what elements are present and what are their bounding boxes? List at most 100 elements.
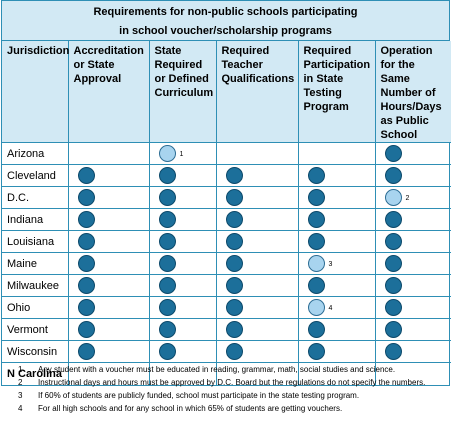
requirement-cell xyxy=(148,164,217,187)
full-requirement-icon xyxy=(77,321,95,338)
grid: Jurisdiction Accreditation or State Appr… xyxy=(2,41,451,385)
requirement-cell xyxy=(374,142,451,165)
footnote-text: For all high schools and for any school … xyxy=(38,404,343,413)
table-row: Ohio 4 xyxy=(2,296,451,319)
full-requirement-icon xyxy=(158,167,176,184)
full-requirement-icon xyxy=(225,255,243,272)
full-requirement-icon xyxy=(77,211,95,228)
requirement-cell xyxy=(374,274,451,297)
full-requirement-icon xyxy=(384,255,402,272)
full-requirement-icon xyxy=(77,167,95,184)
partial-requirement-icon xyxy=(384,189,402,206)
requirement-cell xyxy=(297,318,376,341)
full-requirement-icon xyxy=(384,211,402,228)
footnote-number: 1 xyxy=(18,365,23,374)
table-row: Arizona 1 xyxy=(2,142,451,165)
requirement-cell xyxy=(297,142,376,165)
full-requirement-icon xyxy=(158,233,176,250)
footnote-ref: 3 xyxy=(328,261,333,268)
jurisdiction-name: Milwaukee xyxy=(2,274,69,297)
jurisdiction-name: Wisconsin xyxy=(2,340,69,363)
full-requirement-icon xyxy=(384,277,402,294)
jurisdiction-name: Maine xyxy=(2,252,69,275)
table-row: Louisiana xyxy=(2,230,451,253)
requirement-cell xyxy=(67,208,150,231)
requirement-cell xyxy=(215,208,299,231)
requirement-cell xyxy=(374,164,451,187)
requirement-cell xyxy=(215,142,299,165)
jurisdiction-name: N Carolina xyxy=(2,362,69,385)
full-requirement-icon xyxy=(225,321,243,338)
table-title: Requirements for non-public schools part… xyxy=(2,1,449,41)
requirement-cell: 4 xyxy=(297,296,376,319)
requirement-cell xyxy=(67,296,150,319)
full-requirement-icon xyxy=(158,321,176,338)
requirement-cell xyxy=(148,208,217,231)
full-requirement-icon xyxy=(158,299,176,316)
header-row: Jurisdiction Accreditation or State Appr… xyxy=(2,41,451,143)
requirement-cell xyxy=(215,318,299,341)
jurisdiction-name: Arizona xyxy=(2,142,69,165)
requirement-cell xyxy=(67,340,150,363)
full-requirement-icon xyxy=(307,189,325,206)
requirement-cell xyxy=(148,340,217,363)
full-requirement-icon xyxy=(158,343,176,360)
footnote: 2 Instructional days and hours must be ap… xyxy=(18,377,443,388)
requirement-cell xyxy=(297,340,376,363)
requirement-cell: 3 xyxy=(297,252,376,275)
requirement-cell xyxy=(374,318,451,341)
full-requirement-icon xyxy=(384,299,402,316)
jurisdiction-name: D.C. xyxy=(2,186,69,209)
full-requirement-icon xyxy=(225,189,243,206)
full-requirement-icon xyxy=(225,343,243,360)
table-row: Maine 3 xyxy=(2,252,451,275)
full-requirement-icon xyxy=(307,167,325,184)
header-jurisdiction: Jurisdiction xyxy=(2,41,69,143)
footnote: 1 Any student with a voucher must be educ… xyxy=(18,364,443,375)
header-state-testing: Required Participation in State Testing … xyxy=(297,41,376,143)
footnote-ref: 1 xyxy=(179,151,184,158)
partial-requirement-icon xyxy=(307,255,325,272)
requirement-cell xyxy=(215,274,299,297)
jurisdiction-name: Cleveland xyxy=(2,164,69,187)
footnote-number: 3 xyxy=(18,391,23,400)
full-requirement-icon xyxy=(384,343,402,360)
requirement-cell xyxy=(215,164,299,187)
jurisdiction-name: Indiana xyxy=(2,208,69,231)
requirement-cell xyxy=(374,296,451,319)
requirement-cell xyxy=(374,340,451,363)
requirement-cell xyxy=(67,318,150,341)
requirement-cell xyxy=(67,274,150,297)
footnote-ref: 4 xyxy=(328,305,333,312)
full-requirement-icon xyxy=(158,277,176,294)
table-row: Vermont xyxy=(2,318,451,341)
full-requirement-icon xyxy=(307,277,325,294)
footnote: 4 For all high schools and for any school… xyxy=(18,403,443,414)
jurisdiction-name: Vermont xyxy=(2,318,69,341)
requirement-cell xyxy=(297,274,376,297)
requirement-cell xyxy=(215,230,299,253)
full-requirement-icon xyxy=(77,189,95,206)
header-accreditation: Accreditation or State Approval xyxy=(67,41,150,143)
requirement-cell xyxy=(67,164,150,187)
requirement-cell xyxy=(215,296,299,319)
footnote-text: Instructional days and hours must be app… xyxy=(38,378,426,387)
full-requirement-icon xyxy=(307,321,325,338)
full-requirement-icon xyxy=(77,255,95,272)
partial-requirement-icon xyxy=(307,299,325,316)
requirement-cell xyxy=(148,296,217,319)
header-teacher-qualifications: Required Teacher Qualifications xyxy=(215,41,299,143)
requirement-cell xyxy=(148,252,217,275)
table-row: Indiana xyxy=(2,208,451,231)
requirement-cell: 1 xyxy=(148,142,217,165)
footnote: 3 If 60% of students are publicly funded,… xyxy=(18,390,443,401)
requirement-cell: 2 xyxy=(374,186,451,209)
requirement-cell xyxy=(67,252,150,275)
requirement-cell xyxy=(67,142,150,165)
full-requirement-icon xyxy=(225,233,243,250)
table-row: Milwaukee xyxy=(2,274,451,297)
footnote-number: 2 xyxy=(18,378,23,387)
table-row: N Carolina xyxy=(2,362,451,385)
requirement-cell xyxy=(297,230,376,253)
full-requirement-icon xyxy=(77,343,95,360)
